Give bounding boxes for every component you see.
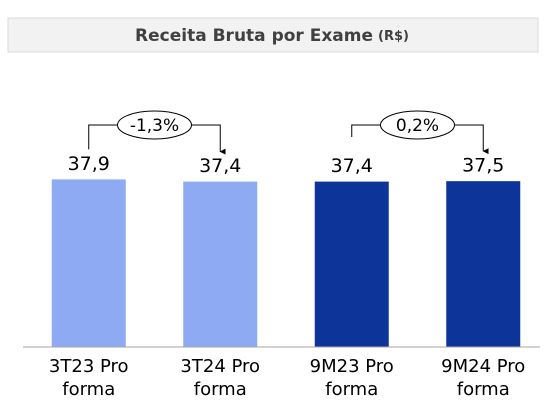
change-bubble — [117, 110, 192, 140]
change-bubble — [380, 110, 455, 140]
bar — [446, 181, 521, 347]
x-tick-label: 9M23 Pro forma — [310, 356, 394, 400]
value-label: 37,4 — [331, 155, 373, 177]
chart-title-group: Receita Bruta por Exame (R$) — [135, 26, 409, 46]
bar — [51, 179, 126, 347]
x-tick-label: 3T24 Pro forma — [180, 356, 260, 400]
value-label: 37,5 — [462, 155, 504, 177]
value-label: 37,4 — [199, 155, 241, 177]
x-tick-label-line: 9M24 Pro — [441, 356, 525, 377]
x-tick-label-line: 9M23 Pro — [310, 356, 394, 377]
change-label: -1,3% — [130, 116, 179, 136]
x-tick-label: 9M24 Pro forma — [441, 356, 525, 400]
x-tick-label-line: 3T24 Pro — [180, 356, 260, 377]
x-tick-label-line: forma — [194, 379, 247, 400]
x-tick-label-line: forma — [62, 379, 115, 400]
title-box — [7, 17, 539, 53]
change-label: 0,2% — [396, 116, 439, 136]
value-label: 37,9 — [68, 153, 110, 175]
bar — [314, 181, 389, 347]
chart-title: Receita Bruta por Exame — [135, 26, 373, 46]
x-tick-label-line: forma — [457, 379, 510, 400]
bar — [183, 181, 258, 347]
x-tick-label-line: forma — [325, 379, 378, 400]
x-tick-label-line: 3T23 Pro — [49, 356, 129, 377]
chart-title-unit: (R$) — [378, 29, 409, 44]
x-tick-label: 3T23 Pro forma — [49, 356, 129, 400]
